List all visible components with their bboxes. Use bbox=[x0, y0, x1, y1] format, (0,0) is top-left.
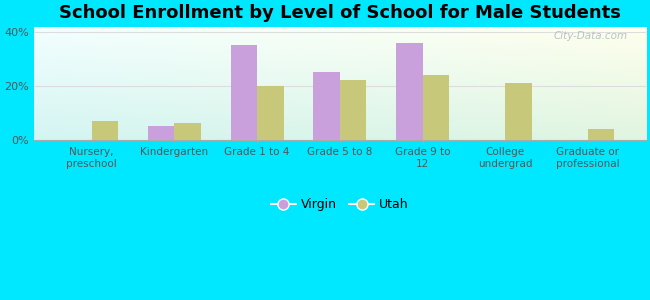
Legend: Virgin, Utah: Virgin, Utah bbox=[266, 193, 414, 216]
Bar bbox=[340, 80, 366, 140]
Bar bbox=[231, 45, 257, 140]
Title: School Enrollment by Level of School for Male Students: School Enrollment by Level of School for… bbox=[59, 4, 621, 22]
Bar bbox=[313, 72, 340, 140]
Bar bbox=[505, 83, 532, 140]
Bar bbox=[396, 43, 422, 140]
Bar bbox=[92, 121, 118, 140]
Bar bbox=[588, 129, 614, 140]
Bar bbox=[257, 86, 283, 140]
Text: City-Data.com: City-Data.com bbox=[553, 31, 627, 41]
Bar bbox=[174, 123, 201, 140]
Bar bbox=[148, 126, 174, 140]
Bar bbox=[422, 75, 449, 140]
